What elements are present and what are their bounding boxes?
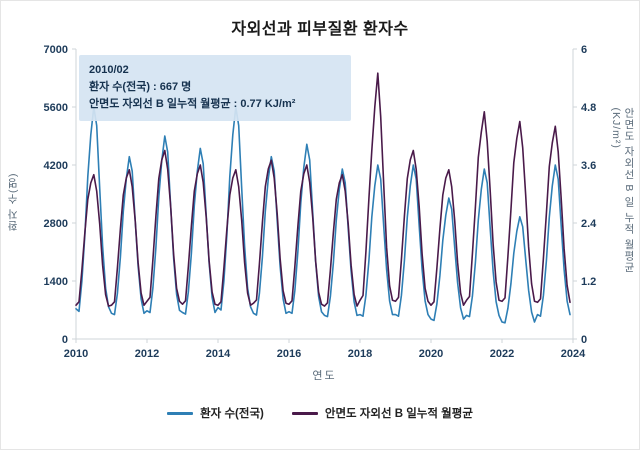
y-left-tick-label: 4200 [44, 160, 68, 172]
uv-line-swatch-icon [291, 411, 318, 415]
y-axis-right-label: 안면도 자외선 B 일 누적 월평균(KJ/m²) [610, 107, 635, 274]
y-right-tick-label: 3.6 [581, 160, 596, 172]
uv-series-line[interactable] [75, 72, 571, 307]
legend-label-uv: 안면도 자외선 B 일누적 월평균 [324, 408, 473, 420]
chart-area[interactable]: 0 1400 2800 4200 5600 7000 0 1.2 2.4 3.6 4.8 6 2010 2… [1, 41, 640, 391]
patients-series-line[interactable] [75, 106, 571, 324]
legend: 환자 수(전국) 안면도 자외선 B 일누적 월평균 [1, 405, 639, 421]
tooltip-date: 2010/02 [89, 64, 129, 76]
y-right-tick-label: 1.2 [581, 276, 596, 288]
x-tick-label: 2020 [419, 348, 443, 360]
patients-line-swatch-icon [167, 411, 194, 415]
x-tick-label: 2018 [348, 348, 372, 360]
chart-svg[interactable]: 0 1400 2800 4200 5600 7000 0 1.2 2.4 3.6 4.8 6 2010 2… [1, 41, 640, 391]
tooltip-box: 2010/02 환자 수(전국) : 667 명 안면도 자외선 B 일누적 월… [79, 55, 351, 122]
y-right-tick-label: 0 [581, 334, 587, 346]
y-left-tick-label: 5600 [44, 102, 68, 114]
x-tick-label: 2022 [490, 348, 514, 360]
axes-group [75, 49, 574, 340]
y-left-tick-label: 0 [62, 334, 68, 346]
y-left-tick-label: 7000 [44, 44, 68, 56]
y-axis-left-label: 환자 수(명) [7, 172, 19, 232]
y-right-tick-label: 2.4 [581, 218, 597, 230]
x-tick-label: 2010 [64, 348, 88, 360]
series-group[interactable] [75, 72, 571, 324]
x-tick-label: 2014 [206, 348, 231, 360]
x-tick-label: 2016 [277, 348, 301, 360]
tooltip-patients-value: 환자 수(전국) : 667 명 [89, 81, 192, 94]
y-left-tick-label: 1400 [44, 276, 68, 288]
x-tick-label: 2024 [561, 348, 586, 360]
x-tick-label: 2012 [135, 348, 159, 360]
legend-item-uv[interactable]: 안면도 자외선 B 일누적 월평균 [291, 405, 473, 421]
y-left-tick-label: 2800 [44, 218, 68, 230]
x-axis-label: 연도 [312, 369, 336, 382]
legend-label-patients: 환자 수(전국) [200, 408, 264, 420]
chart-title: 자외선과 피부질환 환자수 [231, 21, 409, 38]
y-right-tick-label: 4.8 [581, 102, 596, 114]
y-right-tick-label: 6 [581, 44, 587, 56]
tooltip-uv-value: 안면도 자외선 B 일누적 월평균 : 0.77 KJ/m² [89, 98, 296, 111]
legend-item-patients[interactable]: 환자 수(전국) [167, 405, 264, 421]
ticks-group: 0 1400 2800 4200 5600 7000 0 1.2 2.4 3.6 4.8 6 2010 2… [44, 44, 598, 360]
